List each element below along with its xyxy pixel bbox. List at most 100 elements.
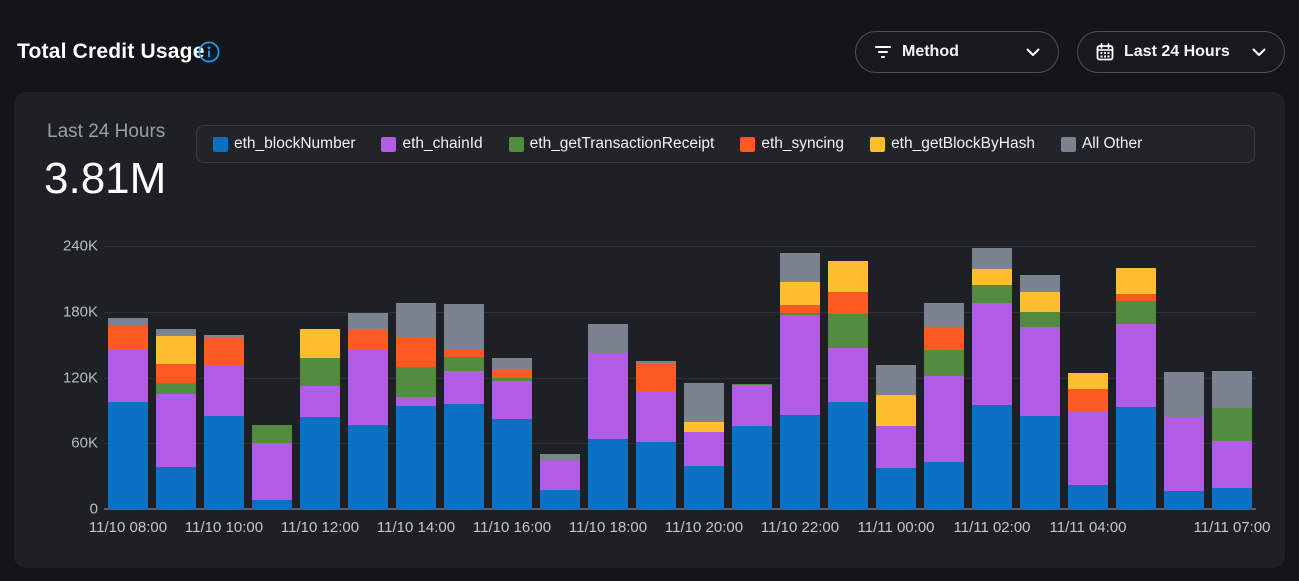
y-axis: 0 60K 120K 180K 240K xyxy=(14,238,98,518)
bar-segment-eth_chainId xyxy=(972,303,1012,405)
bar-segment-eth_syncing xyxy=(1116,294,1156,301)
legend-label: All Other xyxy=(1081,135,1143,152)
bar-segment-eth_chainId xyxy=(732,385,772,426)
bar-segment-All Other xyxy=(540,454,580,461)
legend-item: eth_getTransactionReceipt xyxy=(508,135,715,153)
bar-group xyxy=(684,383,724,509)
gridline xyxy=(104,377,1256,379)
bar-segment-eth_blockNumber xyxy=(540,490,580,509)
bar-segment-eth_syncing xyxy=(156,364,196,383)
bar-segment-eth_getTransactionReceipt xyxy=(972,285,1012,303)
bar-segment-eth_getBlockByHash xyxy=(780,282,820,306)
bar-segment-eth_syncing xyxy=(1068,388,1108,412)
bar-group xyxy=(492,357,532,509)
bar-segment-eth_syncing xyxy=(780,305,820,313)
bar-segment-eth_blockNumber xyxy=(348,424,388,509)
bar-segment-eth_getBlockByHash xyxy=(300,329,340,358)
bar-segment-eth_chainId xyxy=(876,425,916,469)
y-axis-label: 120K xyxy=(62,369,98,386)
chevron-down-icon xyxy=(1026,48,1040,57)
bar-group xyxy=(588,323,628,509)
bar-segment-eth_blockNumber xyxy=(492,419,532,509)
bar-segment-All Other xyxy=(924,303,964,328)
bar-segment-eth_blockNumber xyxy=(1164,491,1204,509)
gridline xyxy=(104,246,1256,247)
bar-segment-eth_getBlockByHash xyxy=(876,395,916,426)
bar-segment-All Other xyxy=(156,329,196,336)
bar-segment-eth_chainId xyxy=(828,347,868,402)
bar-group xyxy=(780,252,820,509)
legend-label: eth_getTransactionReceipt xyxy=(529,135,715,152)
y-axis-label: 60K xyxy=(71,434,98,452)
y-axis-label: 240K xyxy=(62,237,98,255)
date-range-button[interactable]: Last 24 Hours xyxy=(1077,31,1285,73)
bar-segment-eth_chainId xyxy=(1020,327,1060,416)
bar-group xyxy=(204,334,244,509)
bar-segment-eth_chainId xyxy=(684,432,724,467)
bar-segment-eth_blockNumber xyxy=(972,404,1012,509)
bar-segment-eth_syncing xyxy=(348,330,388,351)
bar-segment-eth_blockNumber xyxy=(780,414,820,509)
bar-group xyxy=(1212,370,1252,509)
bar-segment-eth_chainId xyxy=(924,376,964,462)
x-axis-label: 11/11 07:00 xyxy=(1193,519,1271,536)
legend-swatch xyxy=(740,136,756,152)
bar-segment-eth_blockNumber xyxy=(396,406,436,509)
x-axis-label: 11/10 14:00 xyxy=(376,519,456,536)
bar-segment-eth_blockNumber xyxy=(252,500,292,509)
bar-segment-eth_blockNumber xyxy=(1068,484,1108,509)
bar-group xyxy=(972,248,1012,509)
bar-segment-eth_getTransactionReceipt xyxy=(780,312,820,316)
bar-group xyxy=(252,424,292,509)
bar-segment-eth_getTransactionReceipt xyxy=(924,350,964,377)
bar-segment-eth_blockNumber xyxy=(204,415,244,509)
info-icon[interactable] xyxy=(198,41,220,63)
legend-item: eth_blockNumber xyxy=(213,135,355,153)
bar-segment-eth_getTransactionReceipt xyxy=(396,366,436,398)
bar-group xyxy=(396,303,436,509)
bar-group xyxy=(156,329,196,509)
chevron-down-icon xyxy=(1252,48,1266,57)
bar-segment-eth_blockNumber xyxy=(732,425,772,509)
x-axis-label: 11/10 20:00 xyxy=(664,519,744,536)
bar-segment-eth_blockNumber xyxy=(1212,488,1252,509)
bar-segment-All Other xyxy=(636,361,676,364)
bar-segment-eth_getTransactionReceipt xyxy=(828,313,868,348)
bar-group xyxy=(1116,267,1156,509)
bar-segment-eth_chainId xyxy=(396,397,436,406)
legend-swatch xyxy=(381,136,397,152)
bar-group xyxy=(1020,274,1060,509)
header: Total Credit Usage Method Last 24 Hours xyxy=(0,0,1299,92)
bar-segment-eth_chainId xyxy=(204,365,244,416)
bar-segment-eth_getTransactionReceipt xyxy=(1020,311,1060,328)
bar-segment-eth_chainId xyxy=(252,443,292,501)
bar-segment-eth_blockNumber xyxy=(636,442,676,509)
bar-group xyxy=(540,454,580,509)
gridline xyxy=(104,311,1256,313)
method-filter-button[interactable]: Method xyxy=(855,31,1059,73)
bar-segment-eth_chainId xyxy=(1164,416,1204,492)
legend-item: eth_syncing xyxy=(740,135,844,153)
bar-segment-eth_blockNumber xyxy=(444,403,484,509)
bar-segment-eth_getBlockByHash xyxy=(156,335,196,365)
legend-label: eth_getBlockByHash xyxy=(891,135,1035,152)
bar-segment-eth_getBlockByHash xyxy=(972,269,1012,286)
y-axis-label: 0 xyxy=(89,500,98,518)
bar-segment-eth_getBlockByHash xyxy=(828,261,868,293)
bar-segment-eth_getTransactionReceipt xyxy=(156,383,196,394)
bar-segment-eth_blockNumber xyxy=(684,466,724,509)
x-axis-label: 11/10 16:00 xyxy=(472,519,552,536)
bar-segment-eth_getBlockByHash xyxy=(1020,292,1060,312)
legend-swatch xyxy=(870,136,886,152)
bar-segment-eth_getTransactionReceipt xyxy=(492,377,532,381)
bar-group xyxy=(1164,372,1204,509)
legend-label: eth_syncing xyxy=(761,135,845,152)
bar-segment-eth_chainId xyxy=(1212,441,1252,489)
bar-segment-eth_syncing xyxy=(828,292,868,314)
bar-segment-All Other xyxy=(108,318,148,325)
bar-segment-eth_chainId xyxy=(636,391,676,443)
bar-segment-eth_blockNumber xyxy=(1116,407,1156,509)
legend-item: eth_getBlockByHash xyxy=(870,135,1035,153)
legend-swatch xyxy=(1060,136,1076,152)
x-axis-label: 11/11 04:00 xyxy=(1049,519,1127,536)
